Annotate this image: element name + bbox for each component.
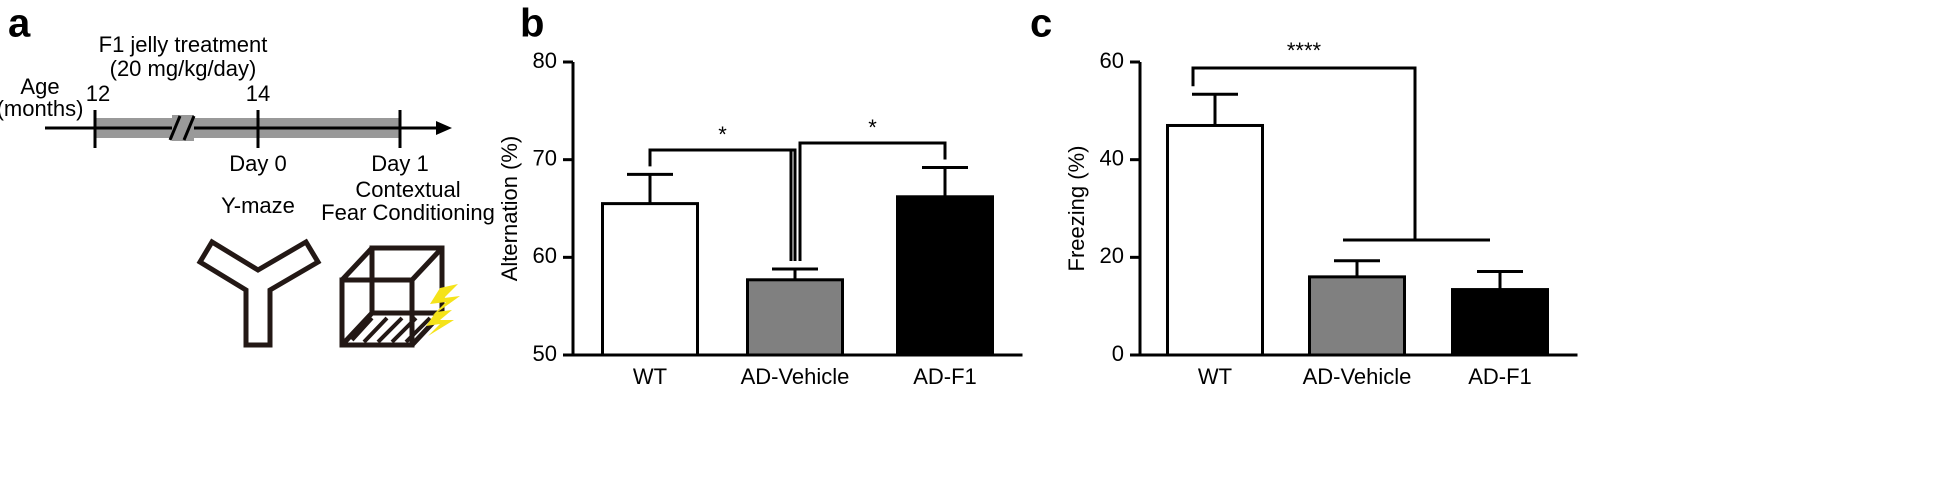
title: F1 jelly treatment: [99, 32, 268, 57]
tick-label: 14: [246, 81, 270, 106]
panel-label: a: [8, 2, 31, 46]
significance-bracket: [798, 141, 947, 262]
cube: [339, 245, 460, 348]
test-label: Fear Conditioning: [321, 200, 495, 225]
y-maze: [196, 238, 322, 348]
y-tick-label: 60: [1100, 48, 1124, 73]
x-tick-label: AD-F1: [913, 364, 977, 389]
bar: [1308, 275, 1406, 357]
timeline: F1 jelly treatment (20 mg/kg/day) Age (m…: [0, 32, 495, 348]
y-tick-label: 80: [533, 48, 557, 73]
x-tick-label: AD-Vehicle: [741, 364, 850, 389]
panel-label: c: [1030, 2, 1052, 46]
day-label: Day 1: [371, 151, 428, 176]
y-tick-label: 0: [1112, 341, 1124, 366]
y-tick-label: 60: [533, 243, 557, 268]
age-label: (months): [0, 96, 83, 121]
panel-label: b: [520, 2, 544, 46]
title: (20 mg/kg/day): [110, 56, 257, 81]
break: [182, 115, 196, 141]
significance-label: *: [868, 115, 877, 140]
test-label: Y-maze: [221, 193, 295, 218]
test-label: Contextual: [355, 177, 460, 202]
bar: [601, 202, 699, 357]
y-tick-label: 20: [1100, 243, 1124, 268]
y-tick-label: 70: [533, 145, 557, 170]
age-label: Age: [20, 74, 59, 99]
break: [168, 115, 182, 141]
bar: [746, 278, 844, 357]
x-tick-label: WT: [633, 364, 667, 389]
y-tick-label: 40: [1100, 145, 1124, 170]
x-tick-label: AD-F1: [1468, 364, 1532, 389]
significance-bracket: [648, 148, 797, 262]
significance-bracket: [1191, 66, 1490, 242]
day-label: Day 0: [229, 151, 286, 176]
y-axis-label: Freezing (%): [1064, 146, 1089, 272]
x-tick-label: WT: [1198, 364, 1232, 389]
bar: [896, 195, 994, 357]
significance-label: ****: [1287, 38, 1322, 63]
significance-label: *: [718, 122, 727, 147]
bar: [1451, 288, 1549, 357]
arrow: [436, 121, 452, 135]
tick-label: 12: [86, 81, 110, 106]
bar: [1166, 123, 1264, 357]
x-tick-label: AD-Vehicle: [1303, 364, 1412, 389]
y-tick-label: 50: [533, 341, 557, 366]
y-axis-label: Alternation (%): [497, 136, 522, 282]
